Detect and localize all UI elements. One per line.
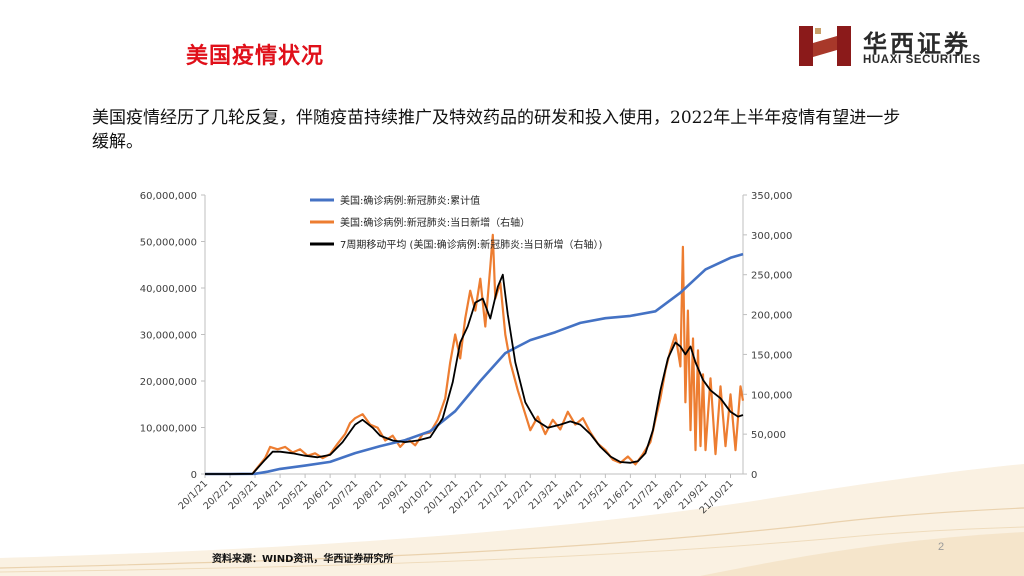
y-left-tick-label: 40,000,000 bbox=[140, 284, 197, 295]
y-right-tick-label: 350,000 bbox=[751, 191, 792, 202]
page-title: 美国疫情状况 bbox=[186, 43, 325, 69]
series-line-2 bbox=[205, 273, 744, 475]
y-right-tick-label: 250,000 bbox=[751, 271, 792, 282]
logo-chinese-name: 华西证券 bbox=[863, 29, 971, 58]
chart-container: 0 10,000,000 20,000,000 30,000,000 40,000,00… bbox=[120, 180, 820, 540]
series-line-0 bbox=[205, 252, 744, 476]
huaxi-logo-icon bbox=[799, 26, 851, 66]
y-right-tick-label: 150,000 bbox=[751, 350, 792, 361]
y-right-tick-label: 0 bbox=[751, 470, 757, 481]
y-right-tick-label: 300,000 bbox=[751, 231, 792, 242]
legend-label-1: 美国:确诊病例:新冠肺炎:当日新增（右轴） bbox=[340, 216, 530, 229]
y-left-tick-label: 50,000,000 bbox=[140, 238, 197, 249]
covid-chart: 0 10,000,000 20,000,000 30,000,000 40,000,00… bbox=[140, 191, 793, 516]
y-right-tick-label: 100,000 bbox=[751, 390, 792, 401]
y-left-tick-label: 30,000,000 bbox=[140, 331, 197, 342]
page-number: 2 bbox=[938, 541, 945, 553]
legend-label-0: 美国:确诊病例:新冠肺炎:累计值 bbox=[340, 194, 480, 207]
data-source: 资料来源：WIND资讯，华西证券研究所 bbox=[212, 554, 394, 565]
company-logo: 华西证券 HUAXI SECURITIES bbox=[797, 24, 1007, 70]
y-right-tick-label: 50,000 bbox=[751, 430, 786, 441]
decorative-waves bbox=[0, 464, 1024, 576]
summary-text: 美国疫情经历了几轮反复，伴随疫苗持续推广及特效药品的研发和投入使用，2022年上… bbox=[92, 108, 901, 152]
logo-english-name: HUAXI SECURITIES bbox=[863, 54, 981, 66]
y-right-tick-label: 200,000 bbox=[751, 311, 792, 322]
y-left-tick-label: 0 bbox=[191, 470, 197, 481]
series-line-1 bbox=[205, 233, 745, 476]
y-left-tick-label: 10,000,000 bbox=[140, 424, 197, 435]
legend-label-2: 7周期移动平均 (美国:确诊病例:新冠肺炎:当日新增（右轴）) bbox=[340, 238, 603, 251]
y-left-tick-label: 20,000,000 bbox=[140, 377, 197, 388]
y-left-tick-label: 60,000,000 bbox=[140, 191, 197, 202]
